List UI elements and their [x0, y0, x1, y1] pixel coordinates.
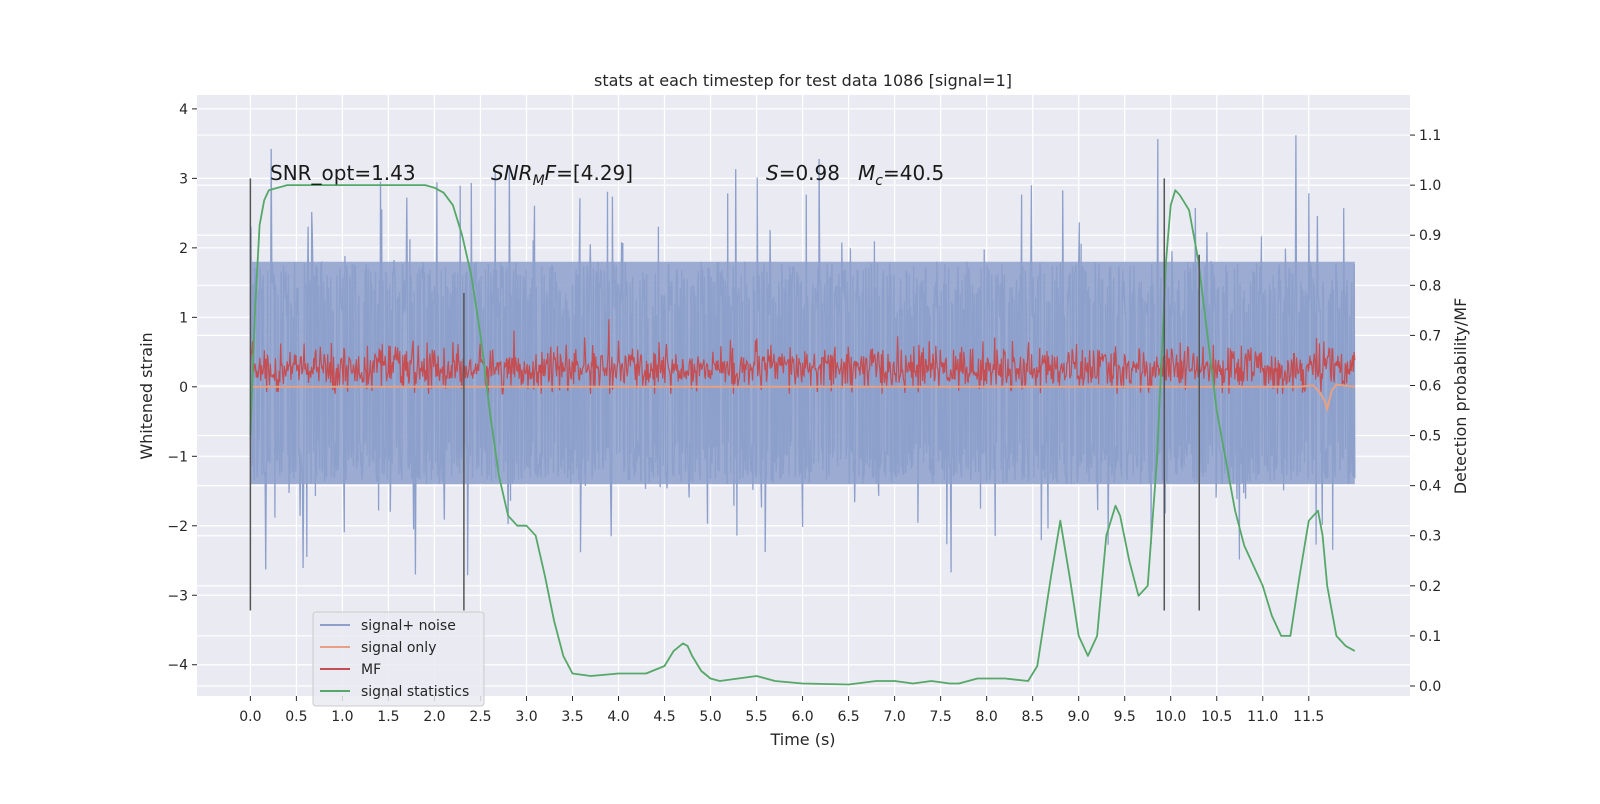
y2-tick-label: 0.9	[1419, 228, 1441, 244]
series-mf	[249, 319, 1356, 395]
vertical-markers	[249, 178, 1200, 611]
x-tick-label: 11.0	[1247, 709, 1278, 725]
x-tick-label: 11.5	[1293, 709, 1324, 725]
y-tick-label: −2	[167, 519, 188, 535]
y2-tick-label: 0.0	[1419, 679, 1441, 695]
y2-tick-label: 0.8	[1419, 278, 1441, 294]
chart-title: stats at each timestep for test data 108…	[594, 71, 1012, 90]
x-tick-label: 2.0	[423, 709, 445, 725]
y-tick-label: −4	[167, 658, 188, 674]
y2-tick-label: 0.7	[1419, 328, 1441, 344]
y2-tick-label: 0.5	[1419, 429, 1441, 445]
x-tick-label: 7.0	[883, 709, 905, 725]
y2-tick-label: 0.4	[1419, 479, 1441, 495]
y-axis-label: Whitened strain	[137, 332, 156, 459]
legend-label: signal only	[361, 640, 436, 656]
x-tick-label: 2.5	[469, 709, 491, 725]
annotation-snr-mf: SNRMF=[4.29]	[491, 161, 633, 189]
x-tick-label: 6.5	[837, 709, 859, 725]
annotation-mc-symbol: M	[858, 161, 875, 185]
x-tick-label: 1.5	[377, 709, 399, 725]
x-tick-label: 7.5	[929, 709, 951, 725]
x-tick-label: 8.5	[1022, 709, 1044, 725]
series-layer	[249, 135, 1356, 686]
x-tick-label: 3.0	[515, 709, 537, 725]
x-tick-label: 8.0	[976, 709, 998, 725]
y2-tick-label: 0.2	[1419, 579, 1441, 595]
legend: signal+ noise signal only MF signal statist…	[312, 611, 485, 707]
x-tick-label: 5.5	[745, 709, 767, 725]
annotation-mc: Mc=40.5	[858, 161, 944, 189]
series-signal-statistics	[249, 184, 1356, 686]
legend-box	[312, 611, 485, 707]
legend-label: signal statistics	[361, 684, 469, 700]
y-tick-label: 4	[179, 102, 188, 118]
x-tick-label: 10.0	[1155, 709, 1186, 725]
annotation-snr-mf-symbol: SNR	[491, 161, 533, 185]
y2-tick-label: 1.0	[1419, 178, 1441, 194]
x-tick-label: 5.0	[699, 709, 721, 725]
tick-labels: 0.0 0.5 1.0 1.5 2.0 2.5 3.0 3.5 4.0 4.5 5.0 5.5 6.0 6…	[167, 102, 1441, 725]
y-tick-label: 0	[179, 380, 188, 396]
legend-label: signal+ noise	[361, 618, 456, 634]
annotation-mc-value: =40.5	[883, 161, 944, 185]
y2-tick-label: 1.1	[1419, 128, 1441, 144]
y-tick-label: 3	[179, 171, 188, 187]
annotation-snr-mf-tail: F	[545, 161, 557, 185]
legend-label: MF	[361, 662, 381, 678]
x-tick-label: 1.0	[331, 709, 353, 725]
series-signal-noise	[249, 135, 1356, 576]
x-tick-label: 9.0	[1068, 709, 1090, 725]
annotation-s-value: =0.98	[779, 161, 840, 185]
y-tick-label: −3	[167, 588, 188, 604]
x-tick-label: 9.5	[1114, 709, 1136, 725]
x-tick-label: 4.5	[653, 709, 675, 725]
x-axis-label: Time (s)	[769, 730, 835, 749]
y-tick-label: 1	[179, 310, 188, 326]
y-tick-label: −1	[167, 449, 188, 465]
annotation-snr-mf-value: =[4.29]	[556, 161, 633, 185]
y2-tick-label: 0.6	[1419, 378, 1441, 394]
x-tick-label: 0.5	[285, 709, 307, 725]
y2-axis-label: Detection probability/MF	[1451, 298, 1470, 495]
annotations: SNR_opt=1.43 SNRMF=[4.29] S=0.98 Mc=40.5	[270, 161, 944, 189]
annotation-snr-opt: SNR_opt=1.43	[270, 161, 416, 185]
annotation-s: S=0.98	[766, 161, 840, 185]
annotation-s-symbol: S	[766, 161, 779, 185]
x-tick-label: 3.5	[561, 709, 583, 725]
y-tick-label: 2	[179, 241, 188, 257]
annotation-mc-sub: c	[875, 173, 883, 189]
annotation-snr-mf-sub: M	[533, 173, 545, 189]
x-tick-label: 4.0	[607, 709, 629, 725]
y2-tick-label: 0.1	[1419, 629, 1441, 645]
y2-tick-label: 0.3	[1419, 529, 1441, 545]
x-tick-label: 10.5	[1201, 709, 1232, 725]
series-signal-only	[250, 383, 1355, 413]
x-tick-label: 6.0	[791, 709, 813, 725]
x-tick-label: 0.0	[239, 709, 261, 725]
